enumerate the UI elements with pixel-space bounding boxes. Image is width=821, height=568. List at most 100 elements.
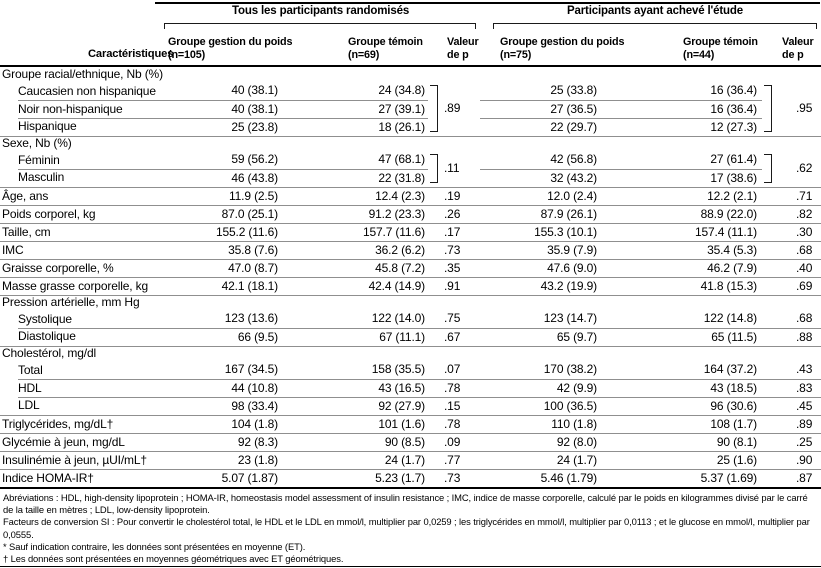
value-cell: 67 (11.1) <box>285 328 428 347</box>
row-label: Taille, cm <box>0 223 170 242</box>
row-label: Noir non-hispanique <box>0 100 170 119</box>
column-header-n: (n=105) <box>168 48 206 61</box>
table-row: Hispanique 25 (23.8) 18 (26.1) 22 (29.7) 12 … <box>0 118 821 137</box>
p-value: .89 <box>444 101 461 116</box>
p-value-cell: .82 <box>762 205 821 224</box>
row-label: Âge, ans <box>0 187 170 206</box>
column-header-n: (n=69) <box>348 48 380 61</box>
column-header-pvalue-completers: Valeur de p <box>782 36 814 61</box>
column-header-line: de p <box>447 48 469 61</box>
value-cell: 44 (10.8) <box>170 379 285 398</box>
value-cell: 35.9 (7.9) <box>480 241 600 260</box>
row-label: LDL <box>0 397 170 416</box>
table-row: LDL 98 (33.4) 92 (27.9) .15 100 (36.5) 96 (30… <box>0 397 821 416</box>
p-value-cell: .73 <box>444 470 461 485</box>
value-cell: 43.2 (19.9) <box>480 277 600 296</box>
column-header-line: Groupe témoin <box>683 36 758 48</box>
section-header-row: Cholestérol, mg/dl <box>0 346 821 361</box>
column-header-line: Groupe gestion du poids <box>500 36 625 48</box>
column-header-characteristics: Caractéristiques <box>88 47 174 60</box>
value-cell: 35.8 (7.6) <box>170 241 285 260</box>
column-header-line: Valeur <box>447 36 479 48</box>
value-cell: 5.37 (1.69) <box>700 470 758 485</box>
table-row: Caucasien non hispanique 40 (38.1) 24 (34.… <box>0 82 821 137</box>
row-label: Triglycérides, mg/dL† <box>0 415 170 434</box>
value-cell: 96 (30.6) <box>600 397 762 416</box>
row-label: Insulinémie à jeun, µUI/mL† <box>0 451 170 470</box>
value-cell: 87.9 (26.1) <box>480 205 600 224</box>
section-header-row: Groupe racial/ethnique, Nb (%) <box>0 67 821 82</box>
table-row: Systolique 123 (13.6) 122 (14.0) .75 123 (14… <box>0 310 821 329</box>
row-label: IMC <box>0 241 170 260</box>
p-value-cell: .15 <box>428 397 480 416</box>
value-cell: 170 (38.2) <box>480 361 600 380</box>
table-bottom-rule <box>0 487 821 489</box>
p-value-cell: .19 <box>428 187 480 206</box>
value-cell: 92 (8.3) <box>170 433 285 452</box>
p-value-cell: .67 <box>428 328 480 347</box>
p-value-cell: .78 <box>428 415 480 434</box>
row-label: Total <box>0 361 170 380</box>
column-header-line: Groupe gestion du poids <box>168 36 293 48</box>
table-row: Diastolique 66 (9.5) 67 (11.1) .67 65 (9.7) 6… <box>0 328 821 347</box>
table-header: Tous les participants randomisés Partici… <box>0 0 821 67</box>
p-value-cell: .77 <box>428 451 480 470</box>
value-cell: 12.4 (2.3) <box>285 187 428 206</box>
row-label: Diastolique <box>0 328 170 347</box>
group-span-bracket-right <box>493 23 817 29</box>
p-value-cell: .88 <box>762 328 821 347</box>
table-row: Noir non-hispanique 40 (38.1) 27 (39.1) 27 … <box>0 100 821 119</box>
value-cell: 12.0 (2.4) <box>480 187 600 206</box>
p-value-cell: .45 <box>762 397 821 416</box>
p-value: .11 <box>444 161 460 176</box>
value-cell: 24 (1.7) <box>480 451 600 470</box>
value-cell: 41.8 (15.3) <box>600 277 762 296</box>
section-label: Groupe racial/ethnique, Nb (%) <box>2 67 163 81</box>
p-value-cell: .09 <box>428 433 480 452</box>
p-value-cell: .91 <box>428 277 480 296</box>
row-label: Systolique <box>0 310 170 329</box>
value-cell: 59 (56.2) <box>170 151 285 170</box>
value-cell: 42.1 (18.1) <box>170 277 285 296</box>
group-title-randomized: Tous les participants randomisés <box>231 5 410 17</box>
column-header-line: Groupe témoin <box>348 36 423 48</box>
value-cell: 43 (16.5) <box>285 379 428 398</box>
header-bottom-rule <box>0 65 821 67</box>
value-cell: 47.0 (8.7) <box>170 259 285 278</box>
value-cell: 22 (31.8) <box>285 169 428 188</box>
table-row: Indice HOMA-IR† 5.07 (1.87) 5.23 (1.7) .73 5… <box>0 469 821 487</box>
value-cell: 101 (1.6) <box>285 415 428 434</box>
group-bracket <box>430 85 438 132</box>
value-cell: 47.6 (9.0) <box>480 259 600 278</box>
footnote-dagger: † Les données sont présentées en moyenne… <box>3 553 344 565</box>
row-label: Indice HOMA-IR† <box>2 470 94 485</box>
p-value-cell: .25 <box>762 433 821 452</box>
value-cell: 25 (23.8) <box>170 118 285 137</box>
p-value-cell: .83 <box>762 379 821 398</box>
p-value-cell: .73 <box>428 241 480 260</box>
value-cell: 47 (68.1) <box>285 151 428 170</box>
value-cell: 91.2 (23.3) <box>285 205 428 224</box>
table-body: Groupe racial/ethnique, Nb (%) Caucasien … <box>0 67 821 487</box>
p-value-cell: .43 <box>762 361 821 380</box>
table-row: Triglycérides, mg/dL† 104 (1.8) 101 (1.6).… <box>0 415 821 434</box>
p-value-cell: .89 <box>428 82 480 137</box>
table-row: Graisse corporelle, % 47.0 (8.7) 45.8 (7.2… <box>0 259 821 278</box>
value-cell: 43 (18.5) <box>600 379 762 398</box>
column-header-n: (n=44) <box>683 48 715 61</box>
value-cell: 155.3 (10.1) <box>480 223 600 242</box>
column-header-control-completers: Groupe témoin (n=44) <box>683 36 758 61</box>
value-cell: 36.2 (6.2) <box>285 241 428 260</box>
p-value-cell: .89 <box>762 415 821 434</box>
column-header-control-randomized: Groupe témoin (n=69) <box>348 36 423 61</box>
p-value-cell: .62 <box>762 151 821 188</box>
value-cell: 158 (35.5) <box>285 361 428 380</box>
value-cell: 17 (38.6) <box>600 169 762 188</box>
section-label: Pression artérielle, mm Hg <box>2 295 140 310</box>
value-cell: 22 (29.7) <box>480 118 600 137</box>
section-label: Sexe, Nb (%) <box>2 136 72 151</box>
baseline-characteristics-table: Groupe racial/ethnique, Nb (%) Caucasien … <box>0 67 821 487</box>
group-span-bracket-left <box>164 23 476 29</box>
value-cell: 123 (14.7) <box>480 310 600 329</box>
